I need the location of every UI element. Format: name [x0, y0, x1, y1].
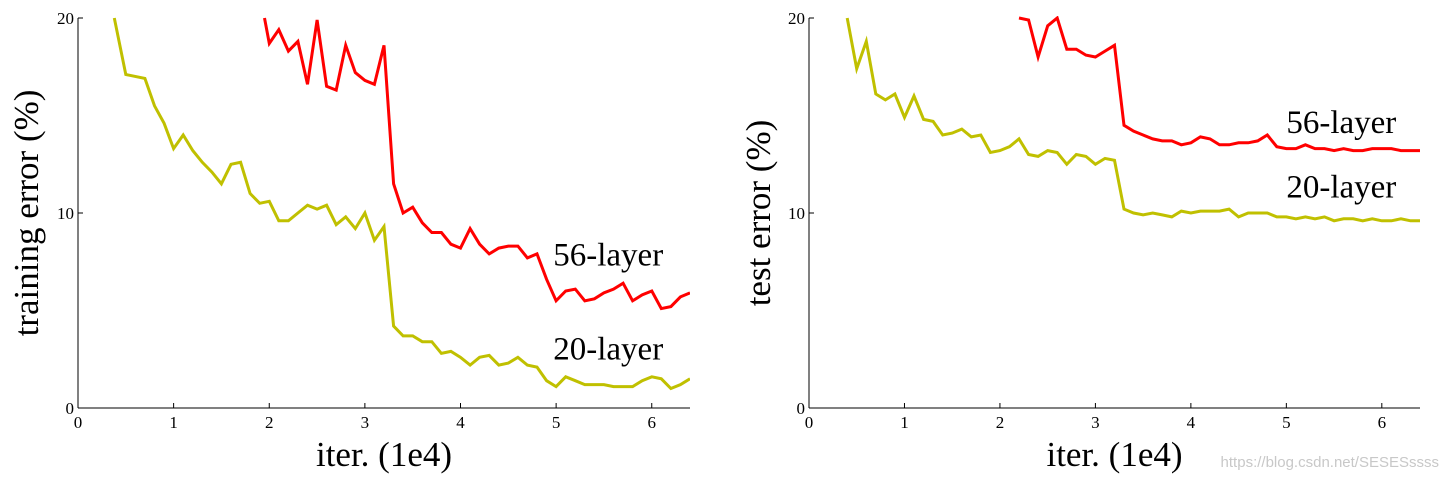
x-tick-label: 1	[169, 413, 178, 432]
x-axis-label: iter. (1e4)	[1046, 435, 1182, 474]
y-tick-label: 10	[788, 204, 805, 223]
y-axis-label: training error (%)	[7, 90, 46, 337]
series-label-56-layer: 56-layer	[553, 238, 663, 274]
test-error-chart: 0 1 2 3 4 5 6 0 10 20 56-layer 20-layer iter. (1e4) t…	[739, 9, 1420, 474]
x-tick-label: 6	[1378, 413, 1387, 432]
series-label-20-layer: 20-layer	[1286, 169, 1396, 205]
y-tick-label: 20	[57, 9, 74, 28]
series-line-20-layer	[845, 17, 1420, 223]
y-axis-label: test error (%)	[739, 120, 778, 307]
y-tick-label: 0	[797, 399, 806, 418]
x-tick-label: 0	[74, 413, 83, 432]
x-tick-label: 2	[996, 413, 1005, 432]
series-line-56-layer	[263, 17, 690, 311]
x-tick-label: 4	[456, 413, 465, 432]
x-tick-label: 5	[1282, 413, 1291, 432]
x-axis-label: iter. (1e4)	[316, 435, 452, 474]
x-tick-label: 4	[1187, 413, 1196, 432]
x-tick-label: 5	[552, 413, 561, 432]
series-line-20-layer	[112, 17, 690, 391]
series-line-56-layer	[1018, 16, 1420, 153]
x-tick-label: 0	[805, 413, 814, 432]
x-tick-label: 3	[1091, 413, 1100, 432]
x-tick-label: 6	[648, 413, 657, 432]
x-tick-label: 3	[361, 413, 370, 432]
y-tick-label: 20	[788, 9, 805, 28]
series-label-56-layer: 56-layer	[1286, 105, 1396, 141]
x-tick-label: 2	[265, 413, 274, 432]
training-error-chart: 0 1 2 3 4 5 6 0 10 20 56-layer 20-layer iter. (1e4) t…	[7, 9, 690, 474]
x-tick-label: 1	[900, 413, 909, 432]
series-label-20-layer: 20-layer	[553, 331, 663, 367]
watermark: https://blog.csdn.net/SESESssss	[1220, 454, 1439, 471]
y-tick-label: 10	[57, 204, 74, 223]
y-tick-label: 0	[66, 399, 75, 418]
